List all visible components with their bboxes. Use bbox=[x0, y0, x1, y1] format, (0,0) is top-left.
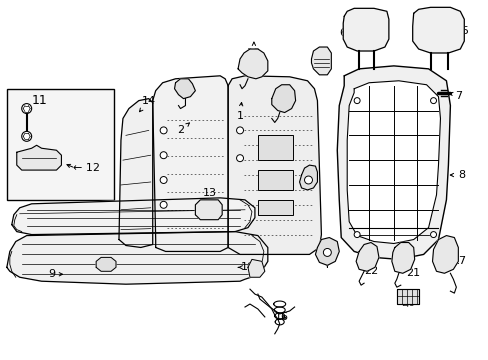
Text: 13: 13 bbox=[203, 203, 217, 213]
Text: 17: 17 bbox=[447, 254, 467, 266]
Text: 19: 19 bbox=[320, 255, 334, 267]
Text: 22: 22 bbox=[363, 261, 377, 276]
Polygon shape bbox=[119, 99, 152, 247]
Polygon shape bbox=[343, 8, 388, 51]
Circle shape bbox=[304, 176, 312, 184]
Bar bbox=[257, 200, 292, 215]
Text: 16: 16 bbox=[274, 312, 288, 322]
Polygon shape bbox=[396, 289, 418, 304]
Text: 11: 11 bbox=[32, 94, 47, 107]
Bar bbox=[257, 135, 292, 160]
Polygon shape bbox=[195, 200, 222, 220]
Polygon shape bbox=[337, 66, 449, 260]
Text: 15: 15 bbox=[176, 82, 190, 92]
Text: 2: 2 bbox=[177, 123, 189, 135]
Circle shape bbox=[323, 248, 331, 256]
Circle shape bbox=[429, 98, 436, 104]
Text: 7: 7 bbox=[448, 91, 461, 101]
Polygon shape bbox=[355, 243, 378, 271]
Polygon shape bbox=[238, 49, 267, 79]
Text: 9: 9 bbox=[48, 269, 62, 279]
Text: 4: 4 bbox=[305, 165, 311, 175]
Circle shape bbox=[160, 152, 167, 159]
Polygon shape bbox=[174, 79, 195, 99]
Polygon shape bbox=[391, 243, 414, 273]
Text: ← 12: ← 12 bbox=[73, 163, 100, 173]
Circle shape bbox=[160, 201, 167, 208]
Circle shape bbox=[160, 176, 167, 184]
Circle shape bbox=[160, 127, 167, 134]
Circle shape bbox=[236, 127, 243, 134]
Polygon shape bbox=[311, 47, 331, 75]
Polygon shape bbox=[271, 85, 295, 113]
Text: 1: 1 bbox=[236, 103, 243, 121]
Text: 20: 20 bbox=[400, 298, 414, 308]
Bar bbox=[257, 170, 292, 190]
Text: 13: 13 bbox=[203, 188, 217, 198]
Text: 24: 24 bbox=[314, 48, 328, 61]
Text: 8: 8 bbox=[449, 170, 464, 180]
Bar bbox=[7, 89, 114, 200]
Polygon shape bbox=[432, 235, 457, 273]
Polygon shape bbox=[17, 145, 61, 170]
Circle shape bbox=[21, 104, 32, 113]
Circle shape bbox=[21, 131, 32, 141]
Text: 3: 3 bbox=[266, 147, 273, 163]
Polygon shape bbox=[346, 81, 440, 243]
Polygon shape bbox=[299, 165, 317, 190]
Text: 5: 5 bbox=[442, 26, 467, 36]
Polygon shape bbox=[412, 7, 463, 53]
Text: 10: 10 bbox=[238, 262, 254, 272]
Polygon shape bbox=[228, 76, 321, 255]
Text: 6: 6 bbox=[339, 28, 362, 38]
Polygon shape bbox=[7, 231, 267, 284]
Polygon shape bbox=[152, 76, 228, 251]
Text: 18: 18 bbox=[246, 42, 261, 58]
Polygon shape bbox=[315, 238, 339, 265]
Text: 21: 21 bbox=[404, 261, 420, 278]
Polygon shape bbox=[247, 260, 264, 277]
Circle shape bbox=[236, 155, 243, 162]
Text: 23: 23 bbox=[282, 91, 296, 101]
Circle shape bbox=[353, 231, 359, 238]
Circle shape bbox=[429, 231, 436, 238]
Circle shape bbox=[353, 98, 359, 104]
Polygon shape bbox=[12, 198, 254, 235]
Text: 14: 14 bbox=[139, 96, 156, 112]
Polygon shape bbox=[96, 257, 116, 271]
